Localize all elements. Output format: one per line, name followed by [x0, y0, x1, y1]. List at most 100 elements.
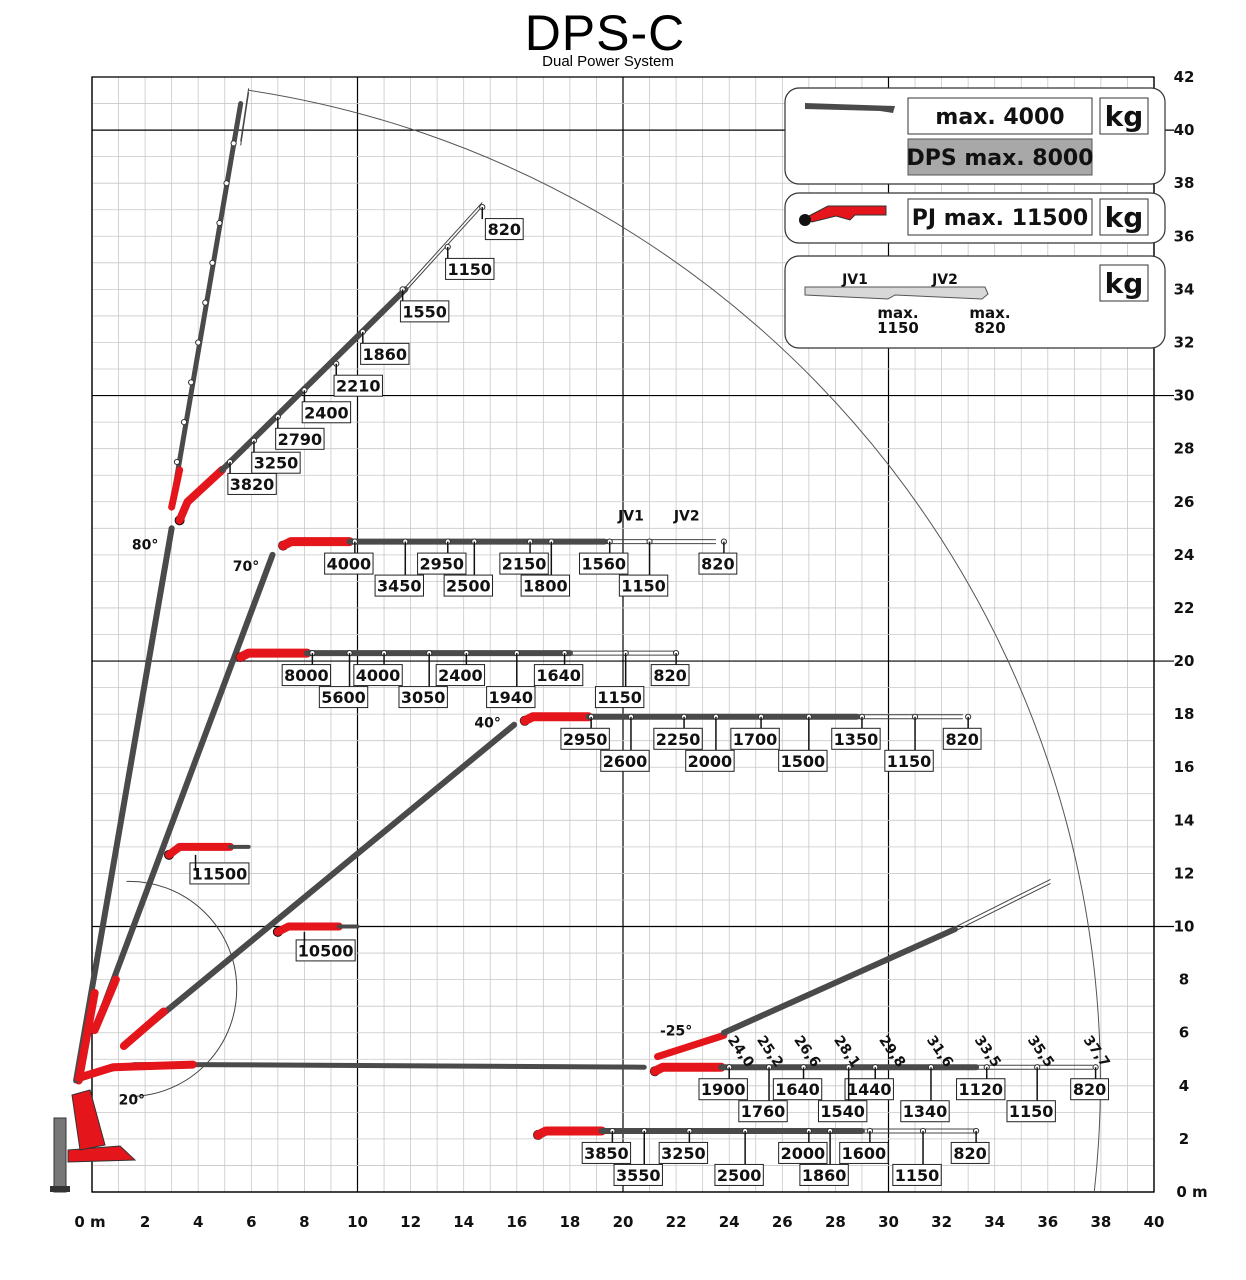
boom_40_horizontal-red	[520, 712, 593, 726]
load-label: 1150	[892, 1163, 942, 1186]
load-label-box	[189, 862, 250, 885]
load-label-box	[520, 574, 571, 597]
boom_60_horizontal-red	[236, 648, 312, 662]
legend-pj-unit-cell	[1099, 198, 1149, 236]
x-tick-label: 0 m	[74, 1213, 105, 1231]
load-value: 2500	[717, 1166, 762, 1185]
load-label: 4000	[324, 552, 374, 575]
load-value: 2400	[438, 666, 483, 685]
legend-jv1-max: max.	[877, 304, 918, 322]
load-label-box	[738, 1100, 788, 1123]
load-label-box	[435, 664, 486, 687]
y-tick-label: 14	[1174, 811, 1195, 829]
load-label-box	[698, 552, 738, 575]
boom-joint	[209, 259, 216, 266]
load-label-box	[1006, 1100, 1056, 1123]
load-label: 1440	[844, 1078, 894, 1101]
y-tick-label: 0 m	[1176, 1183, 1207, 1201]
x-tick-label: 30	[878, 1213, 899, 1231]
load-value: 1340	[903, 1102, 948, 1121]
load-label-box	[778, 1141, 828, 1164]
boom-joint	[223, 180, 230, 187]
load-label: 1350	[831, 727, 881, 750]
load-value: 2950	[420, 555, 465, 574]
load-value: 1350	[834, 730, 879, 749]
load-value: 1550	[402, 302, 447, 321]
boom-joint	[188, 379, 195, 386]
load-value: 820	[488, 220, 521, 239]
load-value: 5600	[321, 688, 366, 707]
load-value: 1560	[581, 555, 626, 574]
y-tick-label: 2	[1179, 1130, 1189, 1148]
load-label: 2250	[653, 727, 703, 750]
load-value: 820	[653, 666, 686, 685]
inner-boom-40	[120, 721, 518, 1049]
legend-jv1-max: 1150	[877, 319, 919, 337]
load-label-box	[685, 749, 735, 772]
load-value: 1150	[597, 688, 642, 707]
load-value: 1860	[802, 1166, 847, 1185]
boom-minus25-red	[654, 1031, 728, 1061]
load-label: 820	[950, 1141, 990, 1164]
load-label-box	[772, 1078, 823, 1101]
load-label: 4000	[353, 664, 403, 687]
load-label-box	[486, 686, 536, 709]
x-tick-label: 14	[453, 1213, 474, 1231]
load-label: 1500	[778, 749, 828, 772]
plot-frame	[91, 76, 1155, 1193]
chart-title: DPS-C	[524, 5, 686, 61]
boom-joint	[173, 458, 181, 466]
legend-jv2: JV2	[931, 272, 958, 288]
load-label: 2790	[275, 427, 325, 450]
load-label: 1860	[799, 1163, 849, 1186]
y-tick-label: 36	[1174, 227, 1195, 245]
x-tick-label: 12	[400, 1213, 421, 1231]
legend-pj-max: PJ max. 11500	[912, 206, 1088, 231]
jib-label-jv1: JV1	[617, 508, 644, 524]
load-label: 1560	[579, 552, 629, 575]
load-label: 11500	[189, 862, 250, 885]
load-label-box	[484, 218, 524, 241]
x-tick-label: 8	[299, 1213, 309, 1231]
boom-joint	[230, 140, 237, 147]
load-value: 11500	[192, 864, 248, 883]
load-label: 1760	[738, 1100, 788, 1123]
load-label: 2950	[560, 727, 610, 750]
load-label: 820	[942, 727, 982, 750]
y-tick-label: 34	[1174, 280, 1195, 298]
inner-boom-70-red	[90, 975, 120, 1035]
load-label: 1640	[772, 1078, 823, 1101]
boom-minus25-gray	[720, 926, 958, 1036]
load-value: 2210	[336, 377, 381, 396]
load-label: 1800	[520, 574, 571, 597]
load-label-box	[900, 1100, 950, 1123]
y-tick-label: 24	[1174, 546, 1195, 564]
load-value: 2000	[781, 1144, 826, 1163]
load-value: 1500	[781, 752, 826, 771]
load-label-box	[374, 574, 424, 597]
load-label-box	[324, 552, 374, 575]
load-label: 3050	[398, 686, 448, 709]
load-label: 2400	[435, 664, 486, 687]
load-label-box	[839, 1141, 889, 1164]
y-tick-label: 22	[1174, 599, 1195, 617]
load-label-box	[650, 664, 690, 687]
load-value: 1800	[523, 577, 568, 596]
y-tick-label: 42	[1174, 68, 1195, 86]
load-label-box	[613, 1163, 663, 1186]
x-tick-label: 20	[613, 1213, 634, 1231]
load-value: 3850	[584, 1144, 629, 1163]
jib-label-jv2: JV2	[673, 508, 700, 524]
load-label: 1540	[817, 1100, 868, 1123]
load-label: 3450	[374, 574, 424, 597]
load-value: 1150	[621, 577, 666, 596]
angle-label: 80°	[132, 538, 158, 554]
load-label-box	[579, 552, 629, 575]
load-label-box	[417, 552, 467, 575]
load-label: 1860	[360, 342, 410, 365]
chart-subtitle: Dual Power System	[542, 53, 674, 70]
legend-main-cell	[907, 97, 1093, 135]
load-label: 1340	[900, 1100, 950, 1123]
load-value: 3450	[377, 577, 422, 596]
